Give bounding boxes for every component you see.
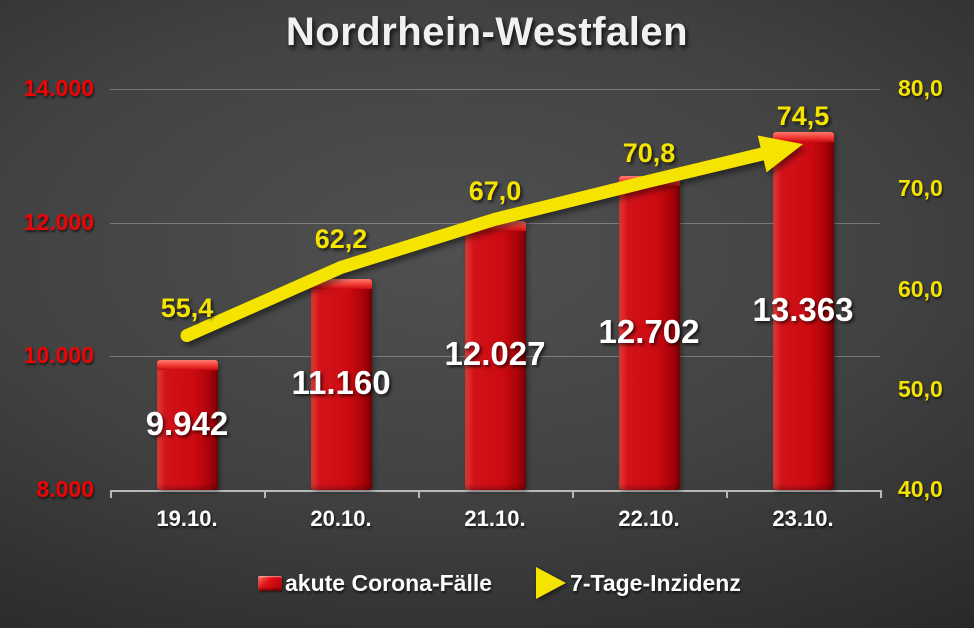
bar-value-label: 9.942 <box>145 405 229 442</box>
chart-title: Nordrhein-Westfalen <box>285 10 689 54</box>
x-axis-tick <box>726 490 728 498</box>
x-axis-tick <box>572 490 574 498</box>
bar-top-bevel <box>619 176 680 186</box>
legend-item-bar-series: akute Corona-Fälle <box>258 570 492 597</box>
x-axis-line <box>110 490 880 492</box>
bar-top-bevel <box>465 221 526 231</box>
right-axis-tick-label: 50,0 <box>898 376 943 402</box>
incidence-value-label: 70,8 <box>622 138 676 168</box>
left-axis-tick-label: 14.000 <box>23 75 94 101</box>
bar-top-bevel <box>773 132 834 142</box>
bar-value-label: 12.027 <box>444 335 546 372</box>
bar-series-swatch-icon <box>258 575 282 591</box>
left-axis-tick-label: 10.000 <box>23 342 94 368</box>
bar-top-bevel <box>311 279 372 289</box>
legend: akute Corona-Fälle 7-Tage-Inzidenz <box>258 567 741 599</box>
x-axis-category-label: 21.10. <box>464 506 526 531</box>
x-axis-tick <box>880 490 882 498</box>
legend-item-line-series: 7-Tage-Inzidenz <box>536 567 741 599</box>
bar-top-bevel <box>157 360 218 370</box>
right-axis-tick-label: 60,0 <box>898 276 943 302</box>
x-axis-category-label: 19.10. <box>156 506 218 531</box>
x-axis-tick <box>264 490 266 498</box>
x-axis-tick <box>110 490 112 498</box>
x-axis-category-label: 23.10. <box>772 506 834 531</box>
legend-label-line-series: 7-Tage-Inzidenz <box>570 569 741 596</box>
bar-value-label: 11.160 <box>291 364 391 401</box>
bar <box>157 360 218 490</box>
right-axis-tick-label: 40,0 <box>898 476 943 502</box>
right-axis-tick-label: 70,0 <box>898 175 943 201</box>
gridline <box>110 89 880 90</box>
left-axis-tick-label: 12.000 <box>23 209 94 235</box>
incidence-value-label: 55,4 <box>160 293 214 323</box>
legend-label-bar-series: akute Corona-Fälle <box>285 569 493 596</box>
bar <box>773 132 834 490</box>
x-axis-category-label: 20.10. <box>310 506 372 531</box>
incidence-value-label: 74,5 <box>776 101 830 131</box>
left-axis-tick-label: 8.000 <box>36 476 94 502</box>
right-axis-tick-label: 80,0 <box>898 75 943 101</box>
arrow-right-icon <box>536 567 567 599</box>
x-axis-category-label: 22.10. <box>618 506 680 531</box>
bar-value-label: 12.702 <box>598 313 700 350</box>
incidence-value-label: 67,0 <box>468 176 522 206</box>
x-axis-tick <box>418 490 420 498</box>
bar-value-label: 13.363 <box>752 291 854 328</box>
incidence-value-label: 62,2 <box>314 224 368 254</box>
